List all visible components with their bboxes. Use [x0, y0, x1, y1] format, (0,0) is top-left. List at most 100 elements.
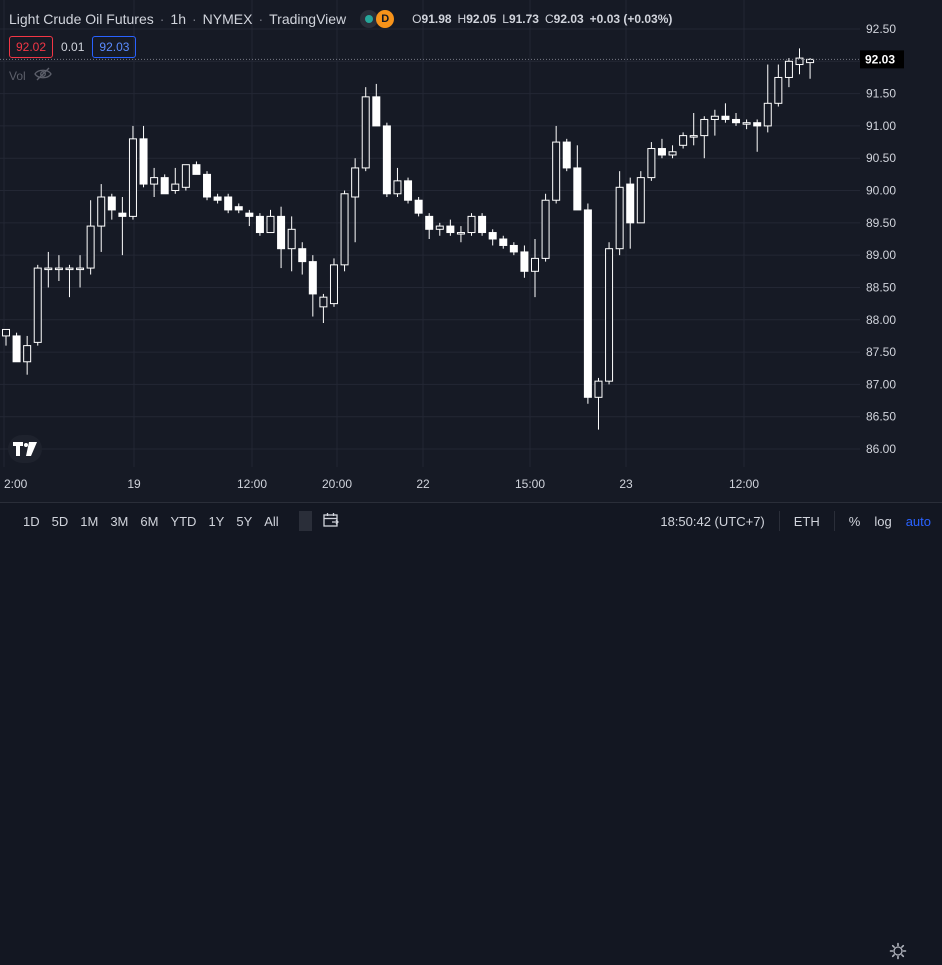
candle[interactable]	[689, 113, 698, 146]
candle[interactable]	[319, 293, 328, 323]
candle[interactable]	[234, 203, 243, 214]
candle[interactable]	[277, 206, 286, 269]
candle[interactable]	[774, 64, 783, 107]
candle[interactable]	[23, 335, 32, 375]
candle[interactable]	[255, 213, 264, 236]
candle[interactable]	[636, 171, 645, 224]
candle[interactable]	[171, 167, 180, 194]
candle[interactable]	[382, 122, 391, 197]
candle[interactable]	[562, 138, 571, 172]
candle[interactable]	[573, 145, 582, 211]
candle[interactable]	[266, 209, 275, 234]
range-1m-button[interactable]: 1M	[80, 513, 99, 529]
range-5y-button[interactable]: 5Y	[236, 513, 253, 529]
candle[interactable]	[509, 242, 518, 256]
candle[interactable]	[700, 116, 709, 159]
candle[interactable]	[446, 219, 455, 236]
range-ytd-button[interactable]: YTD	[170, 513, 197, 529]
candle[interactable]	[784, 58, 793, 88]
candle[interactable]	[54, 255, 63, 281]
candle[interactable]	[520, 245, 529, 278]
range-5d-button[interactable]: 5D	[51, 513, 69, 529]
candle[interactable]	[710, 109, 719, 136]
range-6m-button[interactable]: 6M	[140, 513, 159, 529]
symbol-title[interactable]: Light Crude Oil Futures	[9, 11, 154, 27]
candle[interactable]	[499, 235, 508, 249]
candle[interactable]	[478, 213, 487, 236]
candle[interactable]	[118, 197, 127, 256]
candle[interactable]	[795, 48, 804, 75]
candle[interactable]	[404, 177, 413, 204]
tradingview-logo[interactable]	[8, 435, 42, 463]
interval-label[interactable]: 1h	[170, 11, 186, 27]
eye-off-icon[interactable]	[33, 67, 52, 84]
range-1y-button[interactable]: 1Y	[208, 513, 225, 529]
candle[interactable]	[679, 132, 688, 149]
range-1d-button[interactable]: 1D	[23, 513, 40, 529]
candle[interactable]	[583, 203, 592, 404]
candle[interactable]	[456, 226, 465, 243]
candle[interactable]	[647, 142, 656, 181]
session-button[interactable]: ETH	[793, 513, 820, 529]
candle[interactable]	[160, 174, 169, 195]
time-axis[interactable]: 2:00 19 12:00 20:00 22 15:00 23 12:00	[0, 467, 942, 960]
candle[interactable]	[763, 64, 772, 133]
range-all-button[interactable]: All	[264, 513, 279, 529]
go-to-date-icon[interactable]	[322, 511, 340, 532]
candle[interactable]	[139, 125, 148, 188]
candle[interactable]	[657, 138, 666, 159]
candle[interactable]	[806, 58, 815, 79]
candle[interactable]	[541, 193, 550, 262]
candle[interactable]	[626, 177, 635, 249]
candle[interactable]	[97, 184, 106, 252]
log-scale-button[interactable]: log	[874, 513, 892, 529]
candle[interactable]	[65, 264, 74, 298]
candle[interactable]	[44, 251, 53, 288]
volume-indicator[interactable]: Vol	[9, 67, 52, 84]
candle[interactable]	[150, 167, 159, 197]
candle[interactable]	[425, 213, 434, 239]
candle[interactable]	[213, 193, 222, 204]
candle[interactable]	[531, 239, 539, 298]
price-scale[interactable]: 92.5092.0091.5091.0090.5090.0089.5089.00…	[860, 0, 942, 467]
candle[interactable]	[668, 145, 677, 159]
candle[interactable]	[181, 164, 190, 191]
candle[interactable]	[245, 209, 254, 227]
ask-button[interactable]: 92.03	[92, 36, 137, 58]
candle[interactable]	[340, 190, 349, 272]
candle[interactable]	[308, 255, 317, 317]
candlestick-chart[interactable]	[0, 0, 860, 467]
candle[interactable]	[721, 103, 730, 123]
candle[interactable]	[414, 197, 423, 217]
candle[interactable]	[2, 328, 10, 346]
candle[interactable]	[329, 258, 338, 307]
candle[interactable]	[12, 332, 21, 363]
candle[interactable]	[435, 222, 444, 236]
candle[interactable]	[615, 171, 624, 256]
candle[interactable]	[86, 200, 95, 275]
candle[interactable]	[361, 87, 370, 172]
candle[interactable]	[107, 193, 116, 220]
candle[interactable]	[224, 193, 233, 214]
candle[interactable]	[203, 171, 212, 201]
delayed-data-badge[interactable]: D	[376, 10, 395, 28]
candle[interactable]	[351, 158, 360, 243]
percent-scale-button[interactable]: %	[848, 513, 861, 529]
market-status[interactable]: D	[360, 10, 395, 28]
candle[interactable]	[552, 125, 561, 204]
candle[interactable]	[467, 213, 476, 236]
candle[interactable]	[372, 83, 381, 127]
auto-scale-button[interactable]: auto	[905, 513, 931, 529]
bid-button[interactable]: 92.02	[9, 36, 54, 58]
candle[interactable]	[732, 113, 741, 126]
candle[interactable]	[287, 216, 296, 272]
candle[interactable]	[488, 229, 497, 246]
chart-settings-gear-icon[interactable]	[889, 942, 907, 965]
candle[interactable]	[76, 255, 85, 288]
candle[interactable]	[605, 242, 614, 385]
candle[interactable]	[128, 125, 137, 220]
range-3m-button[interactable]: 3M	[110, 513, 129, 529]
candle[interactable]	[393, 167, 402, 197]
chart-pane[interactable]: Light Crude Oil Futures · 1h · NYMEX · T…	[0, 0, 860, 467]
candle[interactable]	[753, 119, 762, 152]
